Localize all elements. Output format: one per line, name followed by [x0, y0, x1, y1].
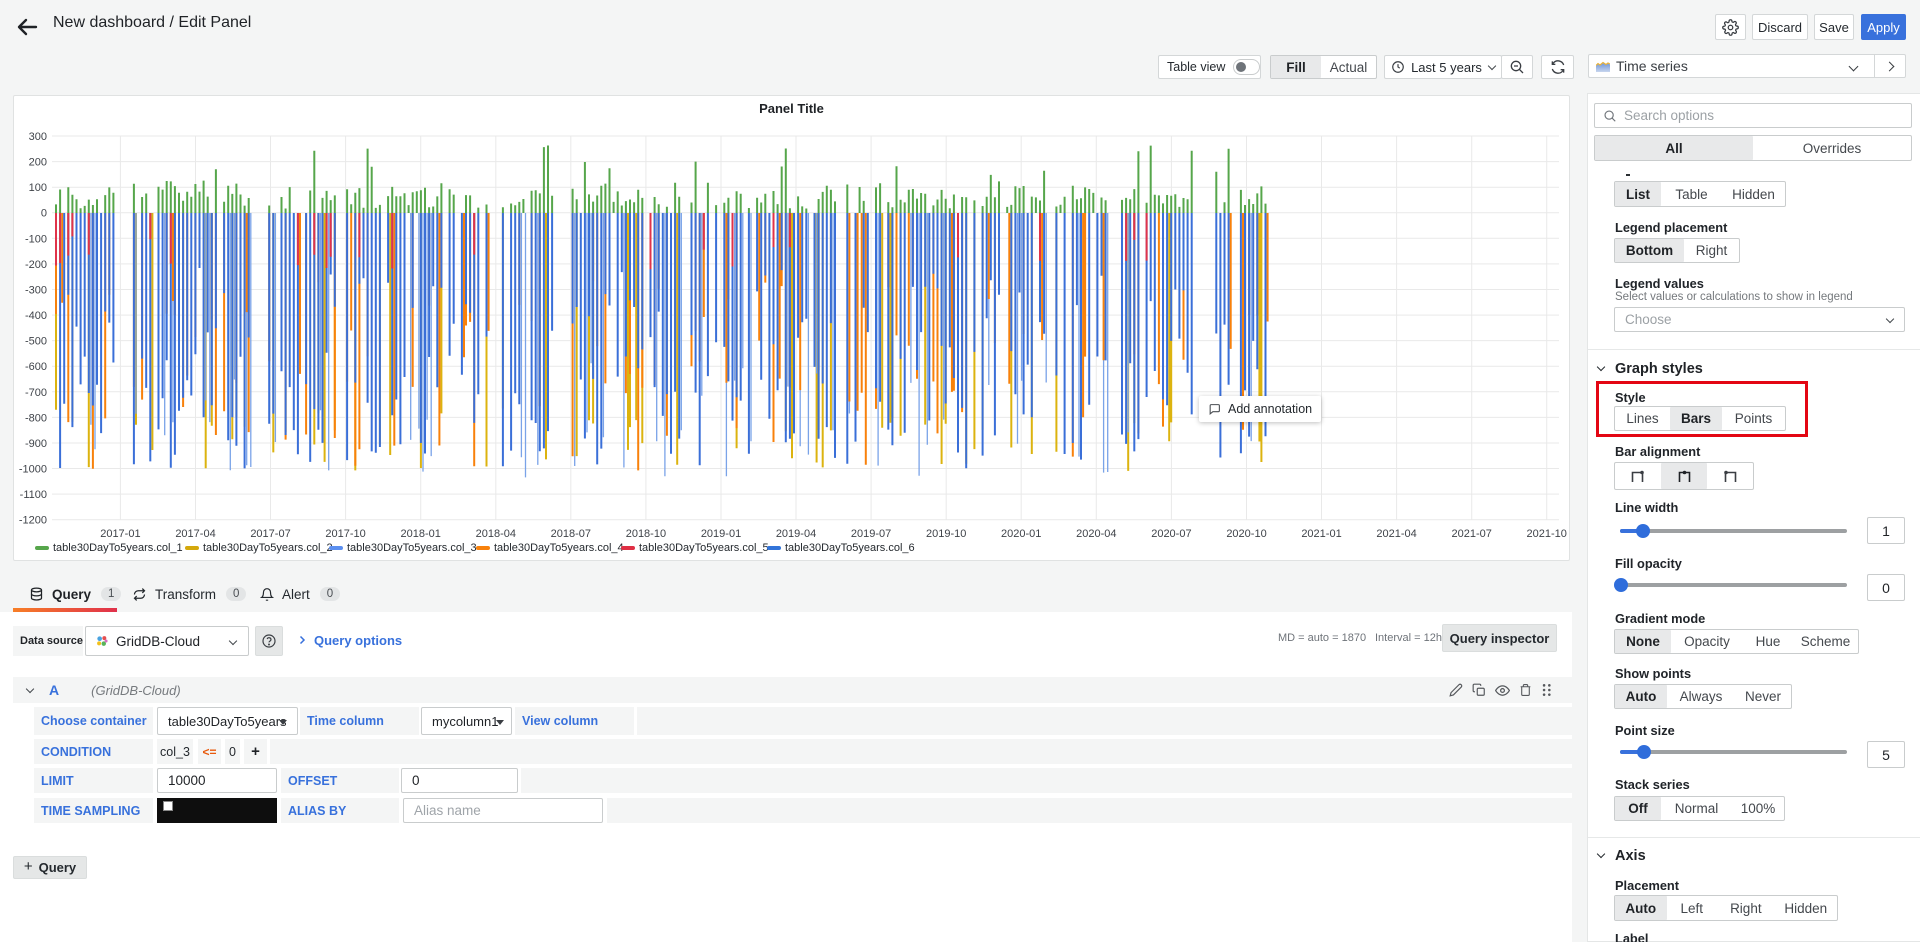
svg-text:2021-10: 2021-10 — [1527, 528, 1567, 540]
svg-text:-1100: -1100 — [20, 489, 47, 501]
svg-text:2018-04: 2018-04 — [476, 528, 516, 540]
svg-text:2018-01: 2018-01 — [401, 528, 441, 540]
svg-text:-500: -500 — [25, 336, 47, 348]
svg-text:-900: -900 — [25, 438, 47, 450]
svg-text:-100: -100 — [25, 233, 47, 245]
svg-text:2020-01: 2020-01 — [1001, 528, 1041, 540]
svg-text:2017-10: 2017-10 — [325, 528, 365, 540]
svg-text:-400: -400 — [25, 310, 47, 322]
svg-text:2019-07: 2019-07 — [851, 528, 891, 540]
svg-text:-200: -200 — [25, 259, 47, 271]
svg-text:-1200: -1200 — [19, 515, 47, 527]
svg-text:2021-07: 2021-07 — [1452, 528, 1492, 540]
svg-text:2019-01: 2019-01 — [701, 528, 741, 540]
svg-text:2020-04: 2020-04 — [1076, 528, 1116, 540]
svg-text:-600: -600 — [25, 361, 47, 373]
svg-text:2018-07: 2018-07 — [551, 528, 591, 540]
svg-text:200: 200 — [29, 157, 47, 169]
svg-text:2020-10: 2020-10 — [1226, 528, 1266, 540]
svg-text:0: 0 — [41, 208, 47, 220]
svg-text:2018-10: 2018-10 — [626, 528, 666, 540]
svg-text:-800: -800 — [25, 412, 47, 424]
svg-text:2017-07: 2017-07 — [250, 528, 290, 540]
svg-text:-300: -300 — [25, 285, 47, 297]
svg-text:-1000: -1000 — [19, 464, 47, 476]
svg-text:2017-04: 2017-04 — [175, 528, 215, 540]
svg-text:2021-01: 2021-01 — [1301, 528, 1341, 540]
svg-text:100: 100 — [29, 182, 47, 194]
svg-text:300: 300 — [29, 131, 47, 143]
svg-text:2020-07: 2020-07 — [1151, 528, 1191, 540]
svg-text:2019-10: 2019-10 — [926, 528, 966, 540]
svg-text:2017-01: 2017-01 — [100, 528, 140, 540]
svg-text:-700: -700 — [25, 387, 47, 399]
svg-text:2021-04: 2021-04 — [1376, 528, 1416, 540]
svg-text:2019-04: 2019-04 — [776, 528, 816, 540]
